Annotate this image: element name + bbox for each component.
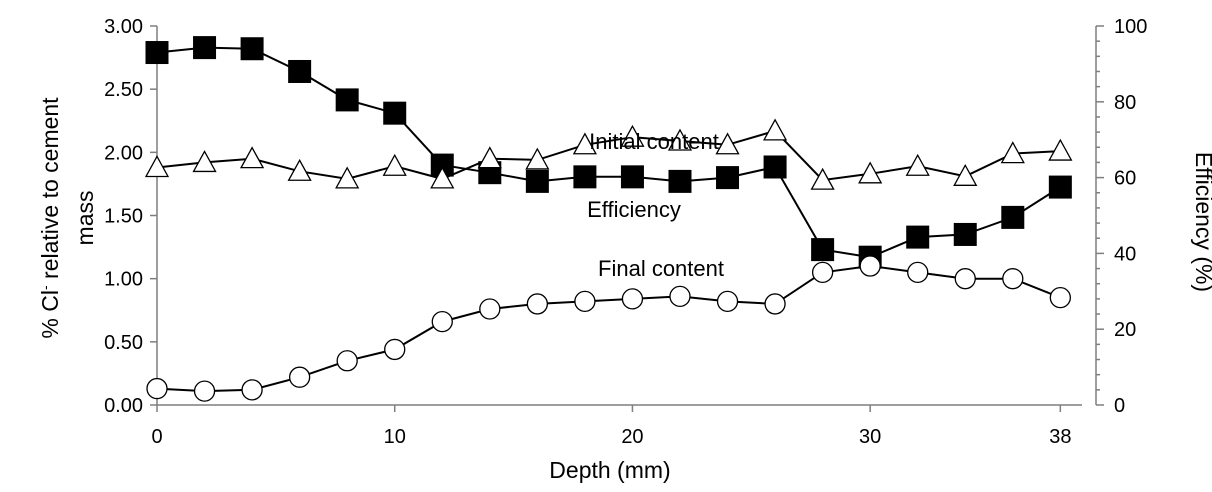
square-marker [716,166,740,190]
square-marker [906,225,930,249]
circle-marker [621,288,644,310]
y-right-tick-label: 0 [1114,395,1125,417]
square-marker [383,101,407,125]
x-tick-label: 30 [859,426,881,448]
y-right-tick-label: 80 [1114,92,1136,114]
axis-ticks [150,25,1104,412]
square-marker [145,41,169,65]
circle-marker [384,338,406,361]
triangle-marker [858,161,883,184]
circle-marker [764,293,786,315]
y-right-tick-label: 40 [1114,243,1136,265]
square-marker [573,165,597,189]
y-left-tick-label: 0.00 [104,395,143,417]
square-marker [1048,175,1072,199]
y-left-tick-label: 2.50 [104,79,143,101]
circle-marker [1002,268,1024,290]
y-axis-left-title: % Cl- relative to cement [37,97,63,339]
circle-marker [146,377,168,400]
square-marker [953,222,977,246]
triangle-marker [287,158,312,181]
square-marker [811,238,835,262]
y-left-tick-label: 1.00 [104,269,143,291]
square-marker [193,36,217,60]
y-left-title-prefix: % Cl [37,290,63,339]
square-marker [240,37,264,61]
triangle-marker [144,155,170,178]
circle-marker [241,379,263,401]
triangle-marker [762,118,788,141]
x-tick-label: 38 [1049,426,1071,448]
square-marker [1001,205,1025,229]
triangle-marker [667,128,693,151]
annotations: Initial content Efficiency Final content [587,129,724,281]
y-left-tick-label: 2.00 [104,142,143,164]
y-left-title-superscript: - [37,285,53,290]
y-left-tick-label: 3.00 [104,16,143,38]
circle-marker [431,310,453,333]
y-axis-right-title: Efficiency (%) [1191,152,1212,292]
y-left-title-rest: relative to cement [37,97,63,286]
circle-marker [336,350,358,372]
circle-marker [479,298,501,320]
triangle-marker [477,146,502,169]
circle-marker [907,261,929,284]
circle-marker [859,255,881,277]
circle-marker [716,290,739,313]
x-tick-label: 0 [151,426,162,448]
annotation-final-content: Final content [598,256,724,281]
circle-marker [669,285,691,308]
triangle-marker [382,153,407,176]
y-right-tick-label: 60 [1114,168,1136,190]
triangle-marker [715,132,740,155]
triangle-marker [1048,138,1073,161]
y-right-tick-label: 100 [1114,16,1147,38]
triangle-marker [525,147,550,170]
triangle-marker [905,153,930,176]
annotation-initial-content: Initial content [589,129,719,154]
square-marker [288,59,312,83]
triangle-marker [572,132,597,155]
y-axis-left-title-line2: mass [72,191,98,246]
circle-marker [811,261,834,284]
square-marker [620,165,644,189]
triangle-marker [335,166,360,189]
tick-labels: 0 10 20 30 38 0.00 0.50 1.00 1.50 2.00 2.50 3.00 0 20… [104,16,1147,448]
y-left-tick-label: 1.50 [104,206,143,228]
triangle-marker [430,166,455,189]
series-markers [144,36,1073,402]
circle-marker [193,380,216,402]
circle-marker [288,366,311,388]
y-right-tick-label: 20 [1114,319,1136,341]
square-marker [525,169,549,193]
circle-marker [574,290,596,313]
circle-marker [526,293,549,315]
triangle-marker [953,163,978,186]
triangle-marker [810,167,835,190]
series-line-1 [156,129,1061,182]
square-marker [335,88,359,112]
square-marker [763,155,787,179]
x-axis-title: Depth (mm) [549,457,670,483]
y-left-tick-label: 0.50 [104,332,143,354]
triangle-marker [620,124,645,147]
annotation-efficiency: Efficiency [587,197,681,222]
circle-marker [1049,286,1071,309]
x-tick-label: 20 [621,426,643,448]
triangle-marker [192,150,217,173]
triangle-marker [1000,141,1025,164]
square-marker [668,169,692,193]
triangle-marker [239,146,265,169]
circle-marker [954,268,976,290]
x-tick-label: 10 [384,426,406,448]
